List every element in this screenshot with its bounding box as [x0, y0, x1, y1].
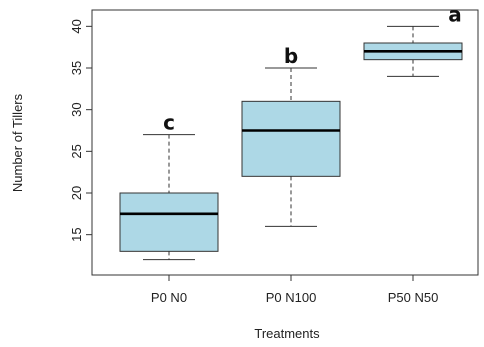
y-tick-label-15: 15 [69, 227, 84, 241]
y-tick-label-25: 25 [69, 144, 84, 158]
plot-area [91, 9, 479, 276]
boxes: c b a [119, 2, 463, 261]
y-tick-label-40: 40 [69, 19, 84, 33]
box-group-0: c [119, 111, 219, 261]
box-1 [241, 100, 341, 177]
significance-letter-2: a [448, 2, 462, 26]
significance-letter-0: c [163, 111, 175, 135]
box-group-2: a [363, 2, 463, 77]
y-axis: 15 20 25 30 35 40 [69, 19, 92, 242]
x-tick-label-0: P0 N0 [151, 290, 187, 305]
x-tick-label-2: P50 N50 [388, 290, 439, 305]
box-group-1: b [241, 44, 341, 227]
y-tick-label-30: 30 [69, 102, 84, 116]
box-0 [119, 192, 219, 252]
x-axis-title: Treatments [254, 326, 320, 341]
plot-frame [91, 9, 479, 276]
x-axis: P0 N0 P0 N100 P50 N50 [151, 275, 438, 305]
y-tick-label-20: 20 [69, 186, 84, 200]
y-axis-title: Number of Tillers [10, 93, 25, 192]
x-tick-label-1: P0 N100 [266, 290, 317, 305]
significance-letter-1: b [284, 44, 298, 68]
y-tick-label-35: 35 [69, 61, 84, 75]
